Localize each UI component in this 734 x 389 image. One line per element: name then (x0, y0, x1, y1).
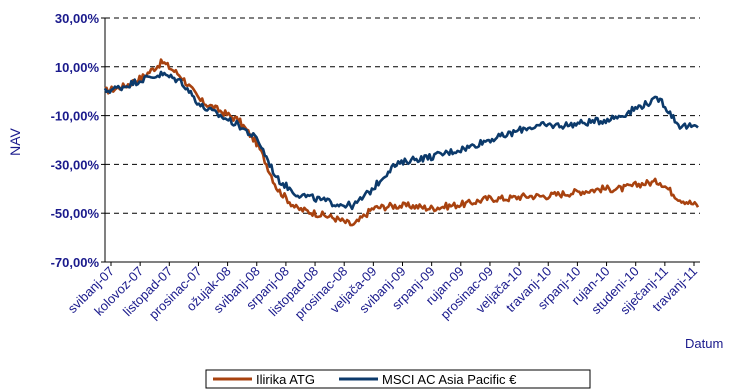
y-tick-label: -50,00% (51, 206, 100, 221)
legend-box (205, 369, 591, 389)
y-tick-label: 10,00% (55, 60, 100, 75)
y-axis-title: NAV (7, 127, 23, 155)
legend: Ilirika ATG MSCI AC Asia Pacific € (205, 369, 591, 389)
y-tick-label: -70,00% (51, 255, 100, 270)
x-axis-title: Datum (685, 336, 723, 351)
legend-label-ilirika: Ilirika ATG (256, 372, 315, 387)
y-tick-label: 30,00% (55, 11, 100, 26)
series-line-msci-ac-asia-pacific (103, 70, 699, 211)
series-lines (103, 58, 700, 227)
legend-label-msci: MSCI AC Asia Pacific € (382, 372, 517, 387)
y-tick-label: -10,00% (51, 109, 100, 124)
y-tick-label: -30,00% (51, 157, 100, 172)
axes (101, 17, 695, 266)
y-tick-labels: 30,00% 10,00% -10,00% -30,00% -50,00% -70,00% (51, 11, 100, 270)
series-line-ilirika-atg (104, 58, 700, 227)
x-tick-labels: svibanj-07kolovoz-07listopad-07prosinac-… (65, 264, 701, 323)
gridlines (105, 17, 700, 263)
